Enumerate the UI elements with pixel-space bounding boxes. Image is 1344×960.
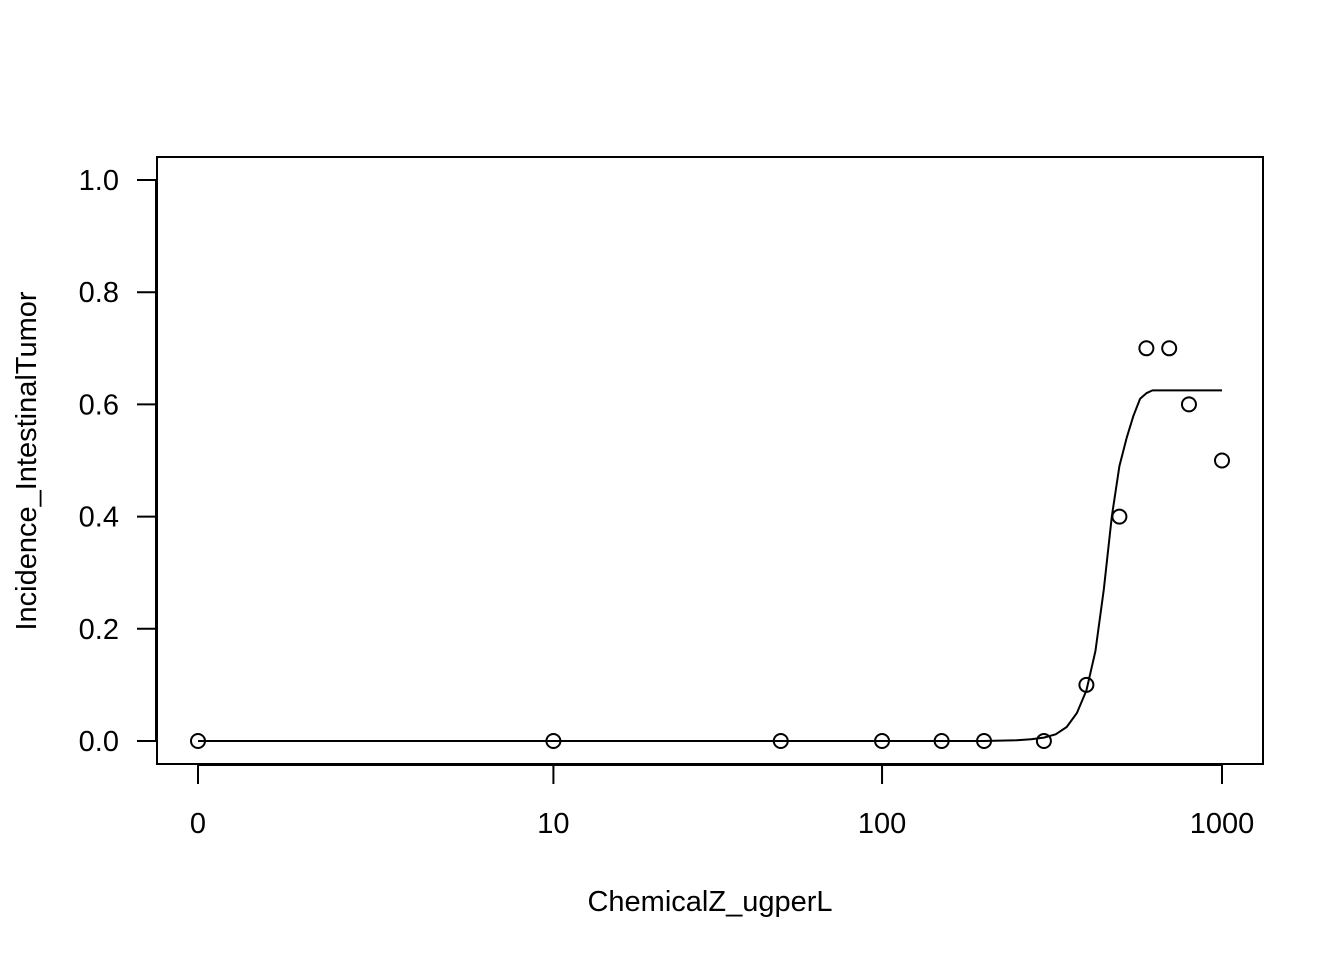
y-tick-label: 0.6 <box>79 389 119 421</box>
y-axis: 0.0 0.2 0.4 0.6 0.8 1.0 <box>79 165 157 758</box>
data-point <box>976 733 993 749</box>
fit-curve-layer <box>198 389 1222 742</box>
data-point <box>1138 340 1155 357</box>
data-point <box>545 733 562 749</box>
y-tick-label: 1.0 <box>79 165 119 197</box>
x-tick-label: 0 <box>190 808 206 840</box>
x-tick-label: 10 <box>537 808 569 840</box>
plot-frame <box>156 156 1264 765</box>
y-tick-label: 0.0 <box>79 726 119 758</box>
y-tick-label: 0.4 <box>79 502 119 534</box>
x-tick-label: 1000 <box>1190 808 1255 840</box>
x-axis: 0 10 100 1000 <box>190 764 1255 840</box>
y-tick-label: 0.8 <box>79 277 119 309</box>
data-point <box>933 733 950 749</box>
x-tick-label: 100 <box>858 808 906 840</box>
data-point <box>1035 733 1052 749</box>
data-point <box>1161 340 1178 357</box>
x-axis-title: ChemicalZ_ugperL <box>587 886 832 918</box>
y-axis-title: Incidence_IntestinalTumor <box>11 291 43 630</box>
data-points-layer <box>190 340 1230 749</box>
y-tick-label: 0.2 <box>79 614 119 646</box>
data-point <box>1111 508 1128 525</box>
data-point <box>1214 452 1230 469</box>
data-point <box>772 733 789 749</box>
fit-curve <box>198 389 1222 742</box>
data-point <box>874 733 891 749</box>
data-point <box>1180 396 1197 413</box>
data-point <box>190 733 206 749</box>
data-point <box>1078 676 1095 693</box>
